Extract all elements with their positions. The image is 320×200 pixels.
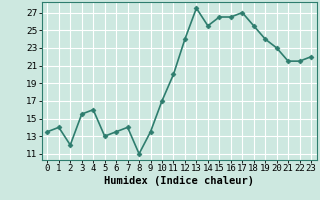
X-axis label: Humidex (Indice chaleur): Humidex (Indice chaleur) <box>104 176 254 186</box>
